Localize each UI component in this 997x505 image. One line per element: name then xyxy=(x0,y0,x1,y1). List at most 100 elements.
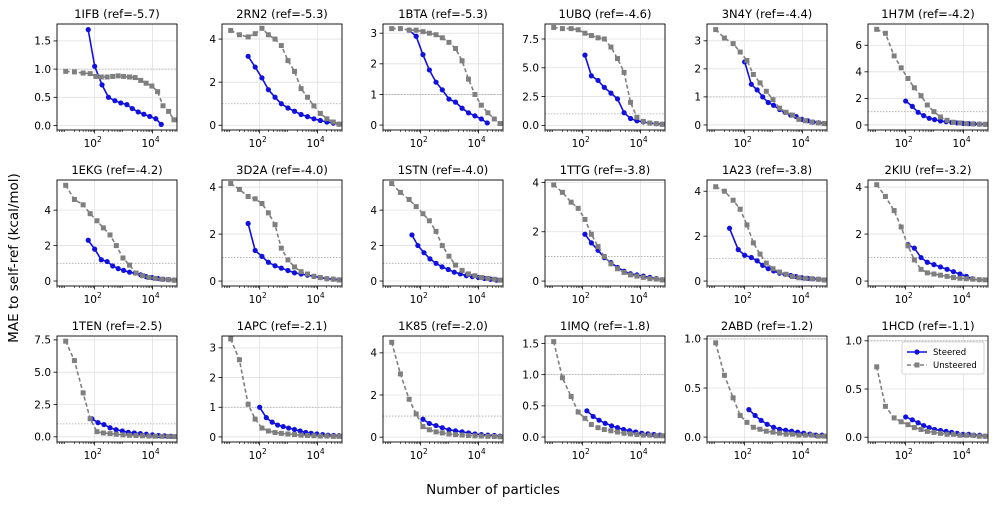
x-tick-exponent: 4 xyxy=(155,447,160,456)
unsteered-point xyxy=(132,75,138,81)
unsteered-point xyxy=(446,431,452,437)
x-tick-exponent: 2 xyxy=(908,135,913,144)
y-tick-label: 0 xyxy=(694,120,701,132)
unsteered-line xyxy=(230,27,340,125)
unsteered-point xyxy=(796,432,802,438)
unsteered-point xyxy=(963,121,969,127)
unsteered-point xyxy=(298,269,304,275)
panel-title: 2RN2 (ref=-5.3) xyxy=(236,7,328,21)
axes-frame xyxy=(382,179,504,287)
steered-point xyxy=(909,103,915,109)
x-tick-exponent: 4 xyxy=(805,447,810,456)
unsteered-point xyxy=(485,110,491,116)
unsteered-point xyxy=(459,267,465,273)
legend-box xyxy=(901,341,985,375)
unsteered-point xyxy=(472,273,478,279)
unsteered-point xyxy=(259,201,265,207)
steered-point xyxy=(311,116,317,122)
y-tick-label: 2 xyxy=(694,231,701,243)
x-tick-exponent: 2 xyxy=(262,291,267,300)
unsteered-point xyxy=(721,188,727,194)
unsteered-point xyxy=(330,119,336,125)
unsteered-point xyxy=(559,26,565,32)
x-tick-label: 104 xyxy=(629,135,647,150)
x-tick-exponent: 2 xyxy=(262,135,267,144)
unsteered-point xyxy=(575,205,581,211)
x-tick-exponent: 2 xyxy=(97,291,102,300)
x-tick-exponent: 4 xyxy=(643,447,648,456)
unsteered-point xyxy=(311,433,317,439)
unsteered-point xyxy=(821,277,827,283)
unsteered-point xyxy=(433,429,439,435)
unsteered-point xyxy=(311,103,317,109)
y-tick-label: 0 xyxy=(694,276,701,288)
unsteered-point xyxy=(272,36,278,42)
unsteered-point xyxy=(336,121,342,127)
unsteered-point xyxy=(330,276,336,282)
unsteered-point xyxy=(426,30,432,36)
unsteered-point xyxy=(285,257,291,263)
steered-point xyxy=(104,258,110,265)
unsteered-point xyxy=(582,415,588,421)
panel-15: 0.0 0.5 1.0 1.5 102 104 1IMQ (ref=-1.8) xyxy=(522,319,666,462)
axes-frame xyxy=(221,23,343,131)
unsteered-point xyxy=(750,71,756,77)
x-tick-exponent: 2 xyxy=(585,135,590,144)
unsteered-point xyxy=(466,76,472,82)
unsteered-line xyxy=(876,184,986,281)
panel-6: 0 2 4 102 104 1EKG (ref=-4.2) xyxy=(44,163,178,306)
unsteered-point xyxy=(245,401,251,407)
steered-point xyxy=(92,63,98,69)
unsteered-point xyxy=(491,116,497,122)
y-tick-label: 0.5 xyxy=(684,383,701,395)
steered-point xyxy=(107,425,113,431)
steered-point xyxy=(452,99,459,105)
steered-point xyxy=(596,417,602,423)
unsteered-point xyxy=(640,432,646,438)
unsteered-point xyxy=(324,276,330,282)
steered-point xyxy=(937,264,944,270)
x-tick-exponent: 2 xyxy=(585,291,590,300)
unsteered-point xyxy=(236,32,242,38)
unsteered-point xyxy=(439,430,445,436)
unsteered-point xyxy=(63,182,69,188)
steered-point xyxy=(278,265,284,271)
x-tick-label: 104 xyxy=(952,135,970,150)
unsteered-point xyxy=(911,85,917,91)
panel-title: 1K85 (ref=-2.0) xyxy=(398,319,488,333)
steered-point xyxy=(115,266,121,272)
unsteered-point xyxy=(608,428,614,434)
steered-point xyxy=(95,420,101,426)
unsteered-point xyxy=(938,114,944,120)
unsteered-point xyxy=(911,257,917,263)
x-tick-label: 104 xyxy=(306,135,324,150)
y-tick-label: 0 xyxy=(532,276,539,288)
steered-point xyxy=(119,428,125,434)
unsteered-point xyxy=(146,274,152,280)
x-tick-exponent: 2 xyxy=(908,447,913,456)
unsteered-point xyxy=(815,276,821,282)
axes-frame xyxy=(544,335,666,443)
unsteered-point xyxy=(653,276,659,282)
steered-point xyxy=(758,417,764,424)
y-tick-label: 1.0 xyxy=(34,64,51,76)
x-tick-label: 104 xyxy=(629,447,647,462)
steered-point xyxy=(926,424,932,431)
unsteered-point xyxy=(491,276,497,282)
y-tick-label: 4 xyxy=(370,205,377,217)
unsteered-point xyxy=(159,276,165,282)
steered-point xyxy=(582,52,588,58)
unsteered-point xyxy=(228,336,234,342)
steered-point xyxy=(765,99,771,106)
unsteered-point xyxy=(110,73,116,79)
steered-point xyxy=(85,237,91,243)
unsteered-point xyxy=(976,121,982,127)
steered-point xyxy=(451,269,457,275)
unsteered-point xyxy=(155,89,161,95)
y-tick-label: 2.5 xyxy=(34,399,51,411)
unsteered-point xyxy=(730,197,736,203)
unsteered-point xyxy=(790,112,796,118)
x-tick-label: 102 xyxy=(572,291,590,306)
steered-point xyxy=(433,260,439,266)
unsteered-point xyxy=(621,430,627,436)
